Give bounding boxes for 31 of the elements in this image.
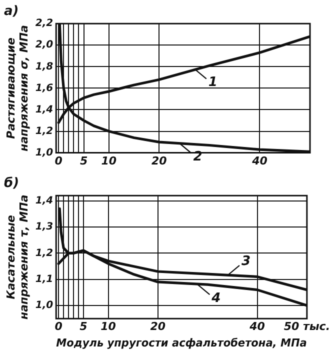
chart-title: б) xyxy=(4,176,20,192)
y-tick-label: 1,3 xyxy=(35,222,54,233)
x-axis-title: Модуль упругости асфальтобетона, МПа xyxy=(56,336,307,350)
x-tick-label: 5 xyxy=(80,320,88,334)
y-tick-label: 1,1 xyxy=(35,274,54,285)
x-tick-label: 0 xyxy=(54,320,63,334)
x-tick-label: 10 xyxy=(101,154,117,168)
chart-title: а) xyxy=(4,4,19,20)
y-axis-title: Касательные напряжения τ, МПа xyxy=(4,194,31,320)
x-tick-label: 40 xyxy=(248,320,266,334)
y-tick-label: 1,0 xyxy=(35,300,54,312)
x-tick-label: 0 xyxy=(54,154,63,168)
annotation: 3 xyxy=(241,254,251,269)
y-tick-label: 2,0 xyxy=(35,40,54,51)
y-tick-label: 2,2 xyxy=(35,18,54,30)
x-tick-label: 40 xyxy=(251,154,268,168)
annotation: 1 xyxy=(208,75,218,90)
y-tick-label: 1,0 xyxy=(35,147,54,158)
x-tick-label: 5 xyxy=(80,154,88,168)
x-tick-label: 20 xyxy=(152,154,168,168)
x-tick-label: 50 тыс. xyxy=(284,320,330,334)
y-tick-label: 1,2 xyxy=(35,248,54,259)
y-tick-label: 1,4 xyxy=(35,104,54,116)
y-tick-label: 1,6 xyxy=(35,82,54,94)
x-tick-label: 20 xyxy=(150,320,166,334)
y-tick-label: 1,8 xyxy=(35,61,54,72)
y-tick-label: 1,4 xyxy=(35,195,54,206)
y-axis-title: Растягивающие напряжения σ, МПа xyxy=(4,25,31,152)
x-tick-label: 10 xyxy=(100,320,116,334)
y-tick-label: 1,2 xyxy=(35,126,54,137)
annotation: 4 xyxy=(210,290,221,306)
